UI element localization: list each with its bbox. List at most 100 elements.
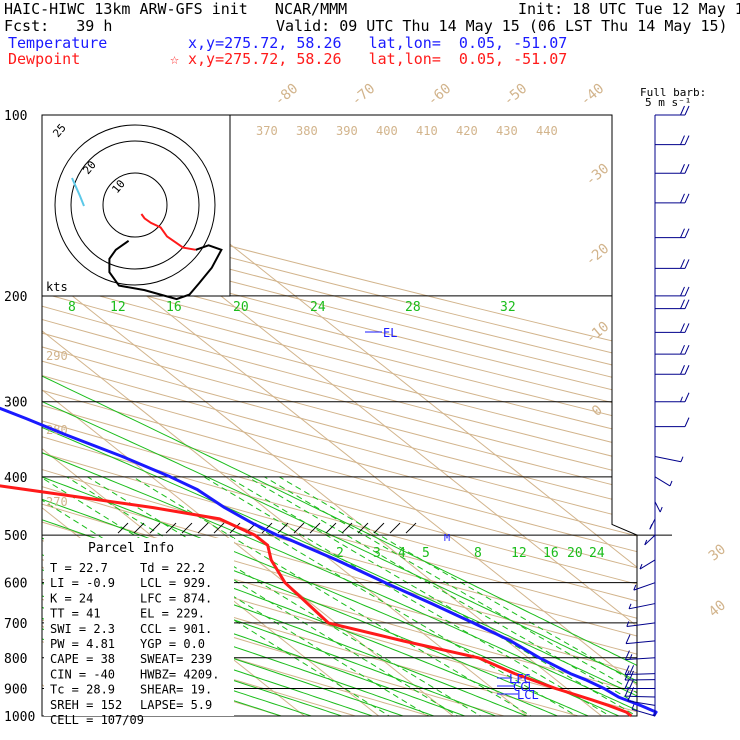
parcel-info-left: SWI = 2.3 xyxy=(50,622,115,636)
wind-barb-flag xyxy=(684,417,690,427)
theta-label: 370 xyxy=(256,124,278,138)
wind-barb-half xyxy=(626,621,630,627)
moist-adiabat-line xyxy=(42,267,637,716)
wind-barb xyxy=(654,476,673,487)
hatch-mark xyxy=(229,522,241,534)
mixing-ratio-label: 12 xyxy=(110,300,126,315)
wind-barb xyxy=(628,603,656,610)
dry-adiabat-line xyxy=(42,115,550,716)
dewpoint-legend-label: Dewpoint xyxy=(8,50,81,68)
moist-adiabat-line xyxy=(42,267,637,716)
wind-barb-flag xyxy=(680,164,685,174)
wind-barb xyxy=(624,670,656,681)
hodograph-top-segment xyxy=(71,177,85,207)
hatch-mark xyxy=(197,522,209,534)
lfc-label: LFC xyxy=(509,672,531,686)
dry-adiabat-line xyxy=(42,115,637,716)
wind-barb-flag xyxy=(684,299,690,309)
mixing-ratio-label: 8 xyxy=(474,546,482,561)
pressure-tick-label: 900 xyxy=(4,682,27,697)
wind-barb-flag xyxy=(684,286,690,297)
temperature-location: x,y=275.72, 58.26 lat,lon= 0.05, -51.07 xyxy=(188,34,568,52)
wind-barb xyxy=(655,193,690,204)
theta-label: 430 xyxy=(496,124,518,138)
wind-barb-flag xyxy=(624,679,630,689)
parcel-info-right: CCL = 901. xyxy=(140,622,212,636)
dry-adiabat-line xyxy=(42,115,637,716)
isotherm-label: -80 xyxy=(272,81,302,110)
valid-time: Valid: 09 UTC Thu 14 May 15 (06 LST Thu … xyxy=(276,17,728,35)
isotherm-label: 0 xyxy=(589,402,606,420)
hatch-mark xyxy=(261,522,273,534)
wind-barb-flag xyxy=(684,164,690,174)
mixing-ratio-label: 2 xyxy=(336,546,344,561)
theta-label: 410 xyxy=(416,124,438,138)
wind-barb-flag xyxy=(684,344,690,355)
dry-adiabat-line xyxy=(42,115,637,716)
mixing-ratio-label: 4 xyxy=(398,546,406,561)
parcel-info-left: CELL = 107/09 xyxy=(50,713,144,727)
wind-barb-flag xyxy=(680,193,685,204)
wind-barb-shaft xyxy=(654,476,671,487)
pressure-tick-label: 400 xyxy=(4,471,27,486)
parcel-info-right: LCL = 929. xyxy=(140,576,212,590)
wind-barb-flag xyxy=(624,665,630,675)
mixing-ratio-line xyxy=(42,476,411,716)
wind-barb-flag xyxy=(629,665,635,675)
mixing-ratio-label: 5 xyxy=(422,546,430,561)
mixing-ratio-line xyxy=(203,476,633,716)
wind-barb-shaft xyxy=(654,501,661,513)
wind-barb-half xyxy=(628,603,632,609)
theta-label: 270 xyxy=(46,495,68,509)
hatch-mark xyxy=(277,522,289,534)
parcel-info-title: Parcel Info xyxy=(88,541,174,556)
wind-barb-flag xyxy=(680,299,685,309)
moist-adiabat-line xyxy=(42,267,410,716)
hatch-mark xyxy=(341,522,353,534)
moist-adiabat-line xyxy=(42,267,440,716)
wind-barb-flag xyxy=(684,193,690,204)
wind-barb-flag xyxy=(624,670,630,681)
dry-adiabat-line xyxy=(42,115,637,716)
wind-barb xyxy=(644,534,656,546)
wind-barb-half xyxy=(639,563,643,570)
isotherm-label: 40 xyxy=(706,597,729,620)
mixing-ratio-line xyxy=(247,476,637,716)
moist-adiabat-line xyxy=(42,267,381,716)
wind-barb-half xyxy=(649,524,653,530)
dewpoint-marker-icon: ☆ xyxy=(170,50,180,68)
mixing-ratio-label: 8 xyxy=(68,300,76,315)
wind-barb xyxy=(655,344,690,355)
hodograph-low-segment xyxy=(140,213,196,251)
hatch-mark xyxy=(293,522,305,534)
isotherm-line xyxy=(0,115,23,729)
moist-adiabat-line xyxy=(42,267,618,716)
wind-barb-flag xyxy=(684,105,690,116)
wind-barb-shaft xyxy=(631,708,656,717)
hatch-mark xyxy=(165,522,177,534)
wind-barb-half xyxy=(680,456,684,462)
wind-barb xyxy=(639,559,656,570)
hodograph-ring xyxy=(54,124,216,286)
wind-barb-flag xyxy=(624,650,630,660)
hatch-mark xyxy=(117,522,129,534)
wind-barb-flag xyxy=(684,392,690,402)
ccl-label: CCL xyxy=(513,680,535,694)
temperature-profile xyxy=(0,406,658,717)
dry-adiabat-line xyxy=(42,115,637,716)
wind-barb-shaft xyxy=(654,455,682,463)
wind-barb-shaft xyxy=(644,534,656,546)
isotherm-label: -10 xyxy=(583,319,613,348)
wind-barb xyxy=(625,634,656,645)
dry-adiabat-line xyxy=(42,115,637,716)
init-time: Init: 18 UTC Tue 12 May 15 xyxy=(518,0,740,18)
model-title: HAIC-HIWC 13km ARW-GFS init NCAR/MMM xyxy=(4,0,348,18)
hodograph-upper-segment xyxy=(108,239,223,301)
mixing-ratio-label: 32 xyxy=(500,300,516,315)
pressure-tick-label: 700 xyxy=(4,617,27,632)
hatch-mark xyxy=(357,522,369,534)
theta-label: 290 xyxy=(46,349,68,363)
wind-barb xyxy=(655,323,690,333)
